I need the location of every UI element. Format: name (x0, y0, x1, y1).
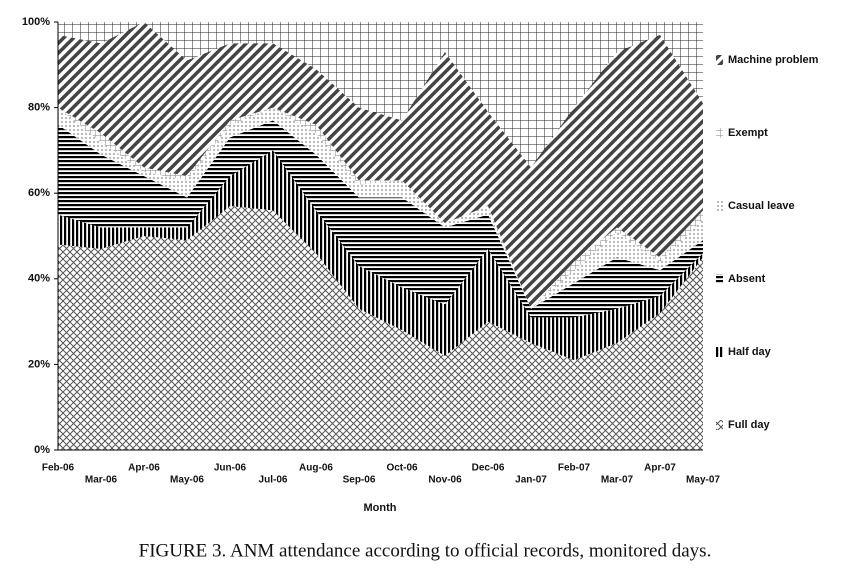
y-tick-label: 40% (28, 273, 50, 285)
x-tick-label: Oct-06 (386, 463, 418, 474)
x-tick-label: Dec-06 (472, 463, 505, 474)
x-axis-label: Month (364, 502, 397, 514)
area (58, 120, 703, 318)
x-tick-label: Jan-07 (515, 475, 547, 486)
x-tick-label: Aug-06 (299, 463, 333, 474)
legend-label: Absent (728, 273, 766, 285)
x-tick-label: Mar-07 (601, 475, 634, 486)
y-tick-label: 0% (34, 444, 50, 456)
area (58, 206, 703, 450)
x-tick-label: Feb-06 (42, 463, 75, 474)
area (58, 22, 703, 309)
y-tick-label: 60% (28, 187, 50, 199)
x-tick-label: Jun-06 (214, 463, 247, 474)
y-tick-label: 80% (28, 102, 50, 114)
legend-swatch (716, 201, 723, 211)
y-tick-label: 100% (22, 16, 50, 28)
area (58, 150, 703, 361)
x-tick-label: Nov-06 (428, 475, 462, 486)
legend-swatch (716, 347, 723, 357)
x-tick-label: Sep-06 (343, 475, 376, 486)
x-tick-label: May-06 (170, 475, 204, 486)
x-tick-label: Apr-07 (644, 463, 676, 474)
legend-label: Full day (728, 419, 770, 431)
x-tick-label: May-07 (686, 475, 720, 486)
legend-swatch (716, 420, 723, 430)
legend-label: Half day (728, 346, 772, 358)
y-tick-label: 20% (28, 358, 50, 370)
x-tick-label: Apr-06 (128, 463, 160, 474)
legend-label: Machine problem (728, 54, 819, 66)
legend-swatch (716, 55, 723, 65)
legend-swatch (716, 274, 723, 284)
legend-swatch (716, 128, 723, 138)
legend-label: Casual leave (728, 200, 795, 212)
x-tick-label: Mar-06 (85, 475, 118, 486)
x-tick-label: Jul-06 (259, 475, 288, 486)
caption: FIGURE 3. ANM attendance according to of… (139, 540, 712, 561)
x-tick-label: Feb-07 (558, 463, 591, 474)
legend-label: Exempt (728, 127, 768, 139)
